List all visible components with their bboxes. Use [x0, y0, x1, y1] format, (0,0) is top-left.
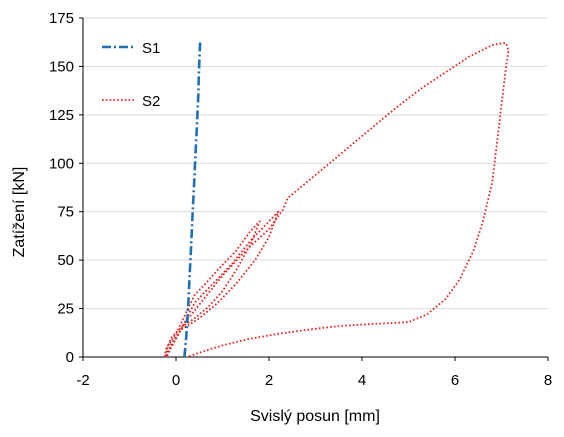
x-tick-label-0: 0 [172, 372, 180, 389]
y-tick-label-25: 25 [57, 301, 74, 318]
y-tick-label-75: 75 [57, 204, 74, 221]
x-tick-label-6: 6 [451, 372, 459, 389]
y-tick-label-175: 175 [49, 10, 74, 27]
y-tick-label-100: 100 [49, 155, 74, 172]
legend-label-s1: S1 [142, 40, 160, 57]
y-tick-label-0: 0 [66, 349, 74, 366]
y-tick-label-125: 125 [49, 107, 74, 124]
gridlines [83, 17, 548, 310]
x-axis-label: Svislý posun [mm] [250, 408, 380, 425]
y-axis-label: Zatížení [kN] [11, 167, 28, 258]
y-tick-label-150: 150 [49, 58, 74, 75]
axes [79, 17, 549, 361]
x-tick-label--2: -2 [76, 372, 89, 389]
x-tick-labels: -2 0 2 4 6 8 [76, 372, 552, 389]
legend: S1 S2 [102, 40, 160, 110]
x-tick-label-8: 8 [544, 372, 552, 389]
y-tick-labels: 0 25 50 75 100 125 150 175 [49, 10, 74, 366]
x-tick-label-4: 4 [358, 372, 366, 389]
series-line-s2 [163, 42, 510, 358]
y-tick-label-50: 50 [57, 252, 74, 269]
legend-label-s2: S2 [142, 93, 160, 110]
series-lines [163, 41, 510, 358]
series-line-s1 [183, 41, 202, 358]
x-tick-label-2: 2 [265, 372, 273, 389]
